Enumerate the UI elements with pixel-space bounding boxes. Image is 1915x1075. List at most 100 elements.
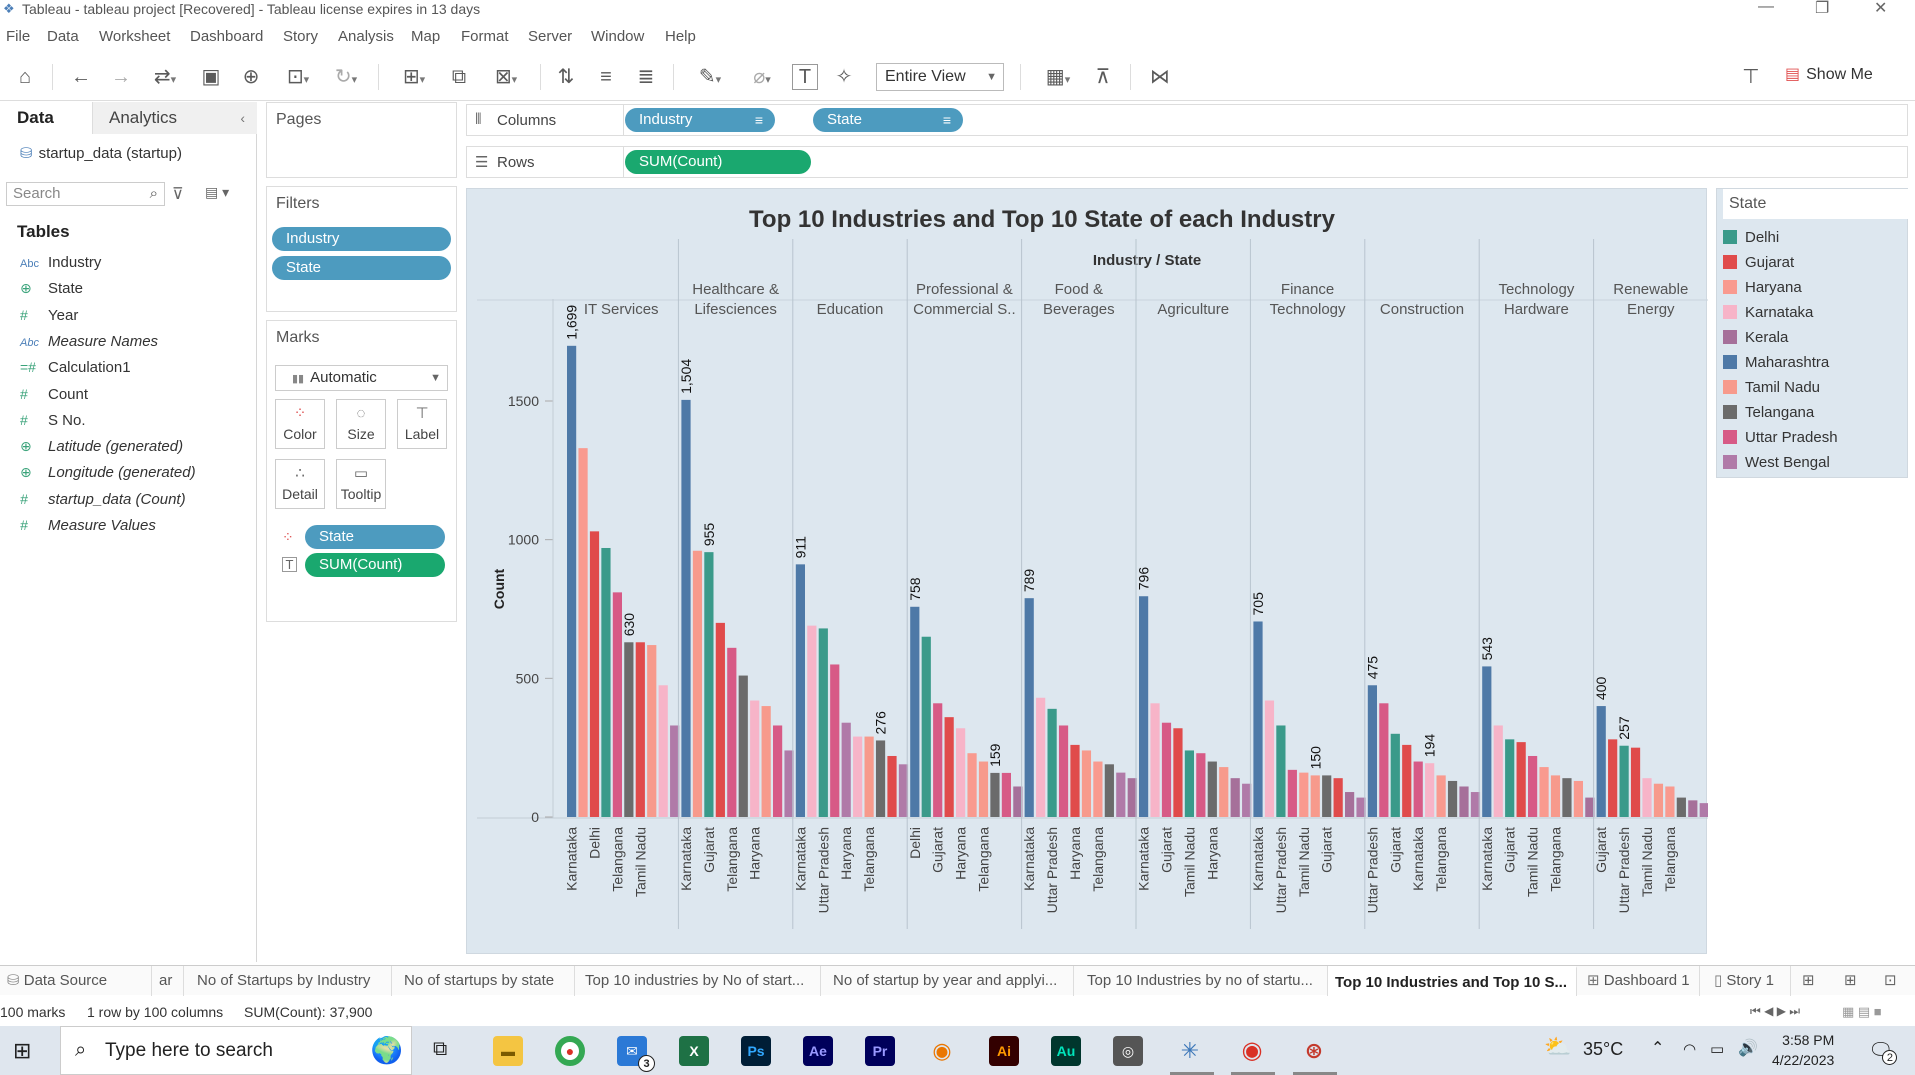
industry-header[interactable]: Commercial S.. (913, 301, 1016, 318)
rows-shelf[interactable]: ☰ Rows SUM(Count) (466, 146, 1908, 178)
bar[interactable] (1287, 769, 1297, 817)
bar[interactable] (1127, 778, 1137, 817)
close-icon[interactable]: ✕ (1874, 0, 1888, 17)
new-story-tab-icon[interactable]: ⊡ (1884, 972, 1897, 989)
tab-sheet-top10-industries-2[interactable]: Top 10 Industries by no of startu... (1080, 966, 1328, 996)
filter-pill-industry[interactable]: Industry (272, 227, 451, 251)
bar[interactable] (1573, 780, 1583, 817)
legend-item[interactable]: Gujarat (1723, 254, 1794, 274)
redo-icon[interactable]: → (111, 66, 131, 88)
swap-rows-columns-icon[interactable]: ⇅ (557, 66, 575, 88)
field-item[interactable]: Abc Industry (20, 254, 101, 276)
bar[interactable] (624, 642, 634, 817)
bar[interactable] (875, 740, 886, 817)
fix-axes-icon[interactable]: ✧ (835, 66, 853, 88)
bar[interactable] (1390, 733, 1400, 817)
bar[interactable] (1608, 739, 1618, 817)
duplicate-sheet-icon[interactable]: ⧉ (451, 66, 467, 88)
size-button[interactable]: ◌ Size (336, 399, 386, 449)
field-item[interactable]: Abc Measure Names (20, 333, 158, 355)
industry-header[interactable]: Food & (1055, 281, 1103, 298)
industry-header[interactable]: IT Services (584, 301, 659, 318)
bar[interactable] (1470, 792, 1481, 817)
file-explorer-icon[interactable]: ▬ (493, 1036, 523, 1066)
mail-icon[interactable]: ✉ 3 (617, 1036, 655, 1072)
task-view-icon[interactable]: ⧉ (433, 1038, 448, 1060)
sort-ascending-icon[interactable]: ≡ (600, 66, 612, 88)
highlight-icon[interactable]: ✎▾ (698, 66, 722, 88)
menu-map[interactable]: Map (411, 28, 441, 45)
bar[interactable] (1230, 778, 1240, 817)
bar[interactable] (1367, 685, 1377, 817)
bar[interactable] (1036, 697, 1046, 817)
bar[interactable] (1516, 742, 1526, 817)
industry-header[interactable]: Healthcare & (692, 281, 779, 298)
bar[interactable] (1173, 728, 1183, 817)
bar[interactable] (1219, 767, 1229, 817)
wifi-icon[interactable]: ◠ (1683, 1041, 1697, 1058)
bar[interactable] (1345, 792, 1355, 817)
menu-dashboard[interactable]: Dashboard (190, 28, 264, 45)
bar[interactable] (818, 628, 828, 817)
bar[interactable] (898, 764, 909, 817)
bar[interactable] (1413, 761, 1423, 817)
bar[interactable] (761, 706, 771, 817)
bar[interactable] (1150, 703, 1160, 817)
industry-header[interactable]: Education (817, 301, 884, 318)
bar[interactable] (1665, 786, 1675, 817)
field-item[interactable]: # Count (20, 386, 88, 408)
menu-worksheet[interactable]: Worksheet (99, 28, 171, 45)
industry-header[interactable]: Beverages (1043, 301, 1115, 318)
tab-data-source[interactable]: ⛁ Data Source (0, 966, 152, 996)
marks-pill-sum-count[interactable]: SUM(Count) (305, 553, 445, 577)
bar[interactable] (1001, 772, 1011, 817)
field-item[interactable]: # startup_data (Count) (20, 491, 186, 513)
bar[interactable] (1196, 753, 1206, 817)
tab-data[interactable]: Data (0, 102, 92, 134)
tab-sheet-top10-industries[interactable]: Top 10 industries by No of start... (578, 966, 821, 996)
bar[interactable] (1505, 739, 1515, 817)
excel-icon[interactable]: X (679, 1036, 709, 1066)
bar[interactable] (1139, 596, 1149, 817)
bar[interactable] (601, 547, 611, 817)
audition-icon[interactable]: Au (1051, 1036, 1081, 1066)
chrome-icon[interactable]: ● (555, 1036, 585, 1066)
bar[interactable] (1070, 744, 1080, 817)
volume-icon[interactable]: 🔊 (1738, 1040, 1758, 1057)
bar[interactable] (1093, 761, 1103, 817)
bar[interactable] (853, 736, 863, 817)
bar[interactable] (715, 622, 725, 817)
bar[interactable] (1024, 598, 1034, 817)
bar[interactable] (658, 685, 668, 817)
bar[interactable] (1047, 708, 1057, 817)
share-icon[interactable]: ⋈ (1150, 66, 1170, 88)
chevron-up-icon[interactable]: ⌃ (1651, 1040, 1665, 1057)
marks-pill-state[interactable]: State (305, 525, 445, 549)
bar[interactable] (944, 717, 954, 817)
presentation-mode-icon[interactable]: ⊼ (1095, 66, 1111, 88)
chrome-alt-icon[interactable]: ◉ (1241, 1037, 1263, 1064)
field-item[interactable]: # Measure Values (20, 517, 156, 539)
bar[interactable] (830, 664, 840, 817)
bar[interactable] (1379, 703, 1389, 817)
bar[interactable] (704, 552, 714, 817)
group-members-icon[interactable]: ⌀▾ (753, 66, 771, 88)
clock[interactable]: 3:58 PM 4/22/2023 (1772, 1030, 1834, 1070)
bar[interactable] (1356, 797, 1366, 817)
format-workbook-icon[interactable]: ⊤ (1742, 66, 1760, 88)
bar[interactable] (1653, 783, 1664, 817)
bar[interactable] (978, 761, 989, 817)
tab-sheet-startups-by-industry[interactable]: No of Startups by Industry (190, 966, 392, 996)
bar[interactable] (1402, 744, 1412, 817)
new-worksheet-tab-icon[interactable]: ⊞ (1802, 972, 1815, 989)
minimize-icon[interactable]: — (1758, 0, 1774, 15)
fit-dropdown[interactable]: Entire View ▼ (876, 63, 1004, 91)
columns-shelf[interactable]: ⦀ Columns Industry ≡ State ≡ (466, 104, 1908, 136)
industry-header[interactable]: Technology (1498, 281, 1574, 298)
clear-sheet-icon[interactable]: ⊠▾ (494, 66, 518, 88)
weather-icon[interactable]: ⛅ (1544, 1034, 1572, 1059)
menu-story[interactable]: Story (283, 28, 319, 45)
datasource-item[interactable]: ⛁ startup_data (startup) (20, 144, 182, 162)
bar[interactable] (1482, 666, 1492, 817)
menu-server[interactable]: Server (528, 28, 573, 45)
